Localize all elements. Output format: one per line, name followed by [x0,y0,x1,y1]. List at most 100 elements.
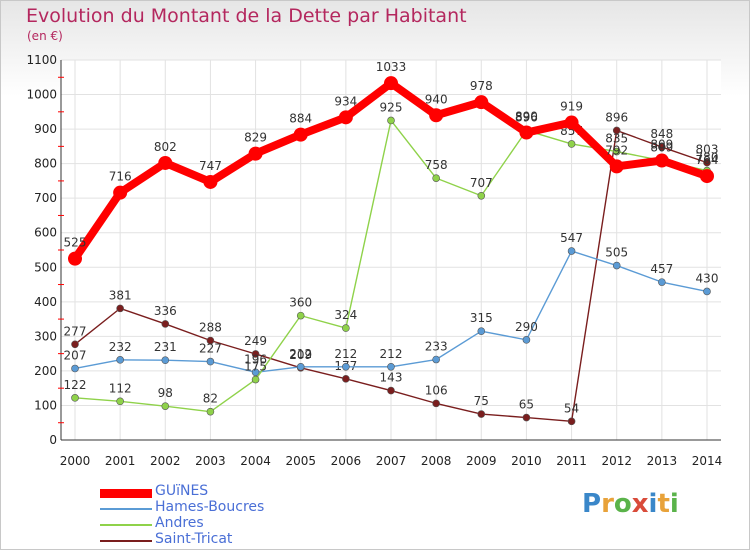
data-label: 747 [199,159,222,173]
data-label: 457 [650,262,673,276]
data-point [612,126,621,135]
data-point [248,146,263,161]
data-point [519,125,534,140]
proxiti-logo: Proxiti [582,489,679,519]
data-label: 381 [109,288,132,302]
data-point [161,320,170,328]
data-point [522,413,531,422]
data-label: 65 [519,398,534,412]
data-point [612,261,621,270]
data-label: 227 [199,342,222,356]
y-tick-label: 100 [34,398,57,412]
data-point [342,375,350,383]
data-point [477,327,486,335]
data-point [477,191,486,200]
data-label: 175 [244,360,267,374]
data-point [206,407,215,416]
data-point [158,155,173,170]
x-tick-label: 2014 [692,454,723,468]
data-label: 896 [515,110,538,124]
legend-swatch [100,524,152,526]
legend-item: Andres [100,515,320,533]
legend-item: GUïNES [100,483,320,501]
data-point [342,362,350,371]
x-tick-label: 2001 [105,454,136,468]
y-tick-label: 200 [34,364,57,378]
data-label: 809 [650,138,673,152]
x-tick-label: 2009 [466,454,497,468]
data-label: 896 [605,110,628,124]
data-label: 919 [560,100,583,114]
data-point [567,417,576,426]
data-point [338,110,353,125]
data-label: 525 [64,236,87,250]
x-tick-label: 2006 [331,454,362,468]
data-label: 82 [203,392,218,406]
data-point [387,362,395,371]
data-label: 884 [289,112,312,126]
data-label: 122 [64,378,87,392]
data-point [432,355,440,364]
y-tick-label: 300 [34,329,57,343]
data-point [161,356,170,365]
data-label: 758 [425,158,448,172]
legend-swatch [100,540,152,542]
data-point [703,158,711,167]
data-point [387,386,395,395]
data-point [477,410,486,418]
data-label: 290 [515,320,538,334]
data-point [432,174,440,182]
legend-item: Hames-Boucres [100,499,320,517]
data-label: 716 [109,170,132,184]
data-label: 315 [470,311,493,325]
data-point [474,95,489,110]
data-label: 98 [158,386,173,400]
data-label: 360 [289,296,312,310]
y-unit-label: (en €) [27,29,63,43]
legend-swatch [100,508,152,510]
x-tick-label: 2008 [421,454,452,468]
y-tick-label: 900 [34,122,57,136]
x-tick-label: 2010 [511,454,542,468]
data-label: 196 [244,352,267,366]
data-point [71,340,79,349]
data-label: 212 [380,347,403,361]
data-point [700,169,714,184]
data-label: 75 [474,394,489,408]
data-point [567,247,576,255]
data-point [658,278,666,286]
data-label: 232 [109,340,132,354]
data-point [71,394,79,402]
y-tick-label: 1000 [26,88,57,102]
data-label: 925 [380,100,403,114]
legend: GUïNES Hames-Boucres Andres Saint-Tricat [100,483,320,549]
data-label: 802 [154,140,177,154]
data-label: 890 [515,110,538,124]
data-point [206,336,215,345]
data-label: 430 [696,271,719,285]
data-label: 934 [334,94,357,108]
data-point [567,140,576,148]
x-tick-label: 2005 [285,454,316,468]
data-point [116,397,124,406]
data-label: 231 [154,340,177,354]
data-label: 212 [289,347,312,361]
x-tick-label: 2011 [556,454,587,468]
data-point [384,76,398,91]
data-label: 792 [605,143,628,157]
data-label: 288 [199,321,222,335]
data-label: 803 [696,143,719,157]
data-label: 277 [64,324,87,338]
data-point [251,350,260,358]
data-point [116,304,124,313]
data-label: 336 [154,304,177,318]
data-point [658,143,666,151]
x-tick-label: 2012 [601,454,632,468]
data-label: 249 [244,334,267,348]
data-label: 324 [334,308,357,322]
legend-swatch [100,488,152,498]
data-label: 764 [696,153,719,167]
data-label: 112 [109,381,132,395]
data-point [296,362,305,371]
